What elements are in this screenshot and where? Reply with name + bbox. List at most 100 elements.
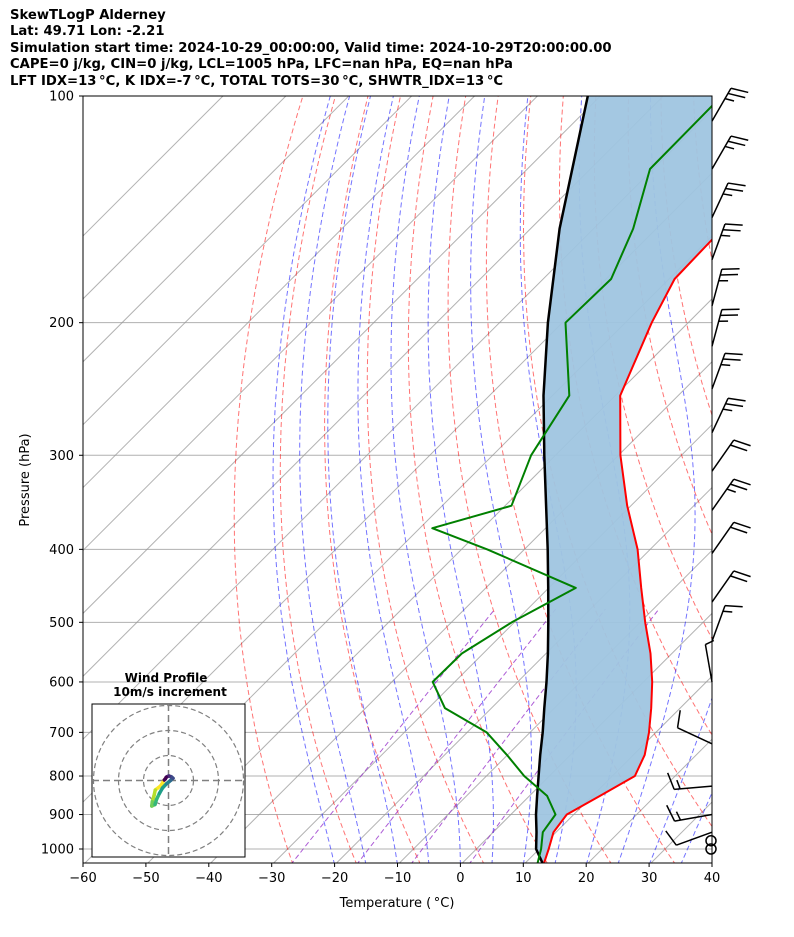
barb-shaft	[711, 182, 729, 218]
barb-full	[730, 135, 749, 141]
dry-adiabat	[759, 96, 794, 865]
barb-shaft	[711, 269, 723, 307]
wind-barb	[711, 268, 740, 307]
barb-half	[724, 145, 735, 150]
y-axis-label: Pressure (hPa)	[18, 433, 33, 526]
barb-full	[676, 710, 681, 728]
isotherm-gridline	[83, 96, 538, 552]
barb-full	[733, 439, 751, 447]
y-tick-label: 800	[49, 770, 74, 785]
barb-full	[724, 604, 743, 608]
barb-full	[727, 397, 746, 402]
simulation-times: Simulation start time: 2024-10-29_00:00:…	[10, 40, 612, 56]
barb-half	[720, 234, 731, 237]
barb-full	[730, 483, 748, 491]
barb-full	[724, 223, 743, 226]
x-tick-label: 40	[704, 871, 721, 886]
y-tick-label: 100	[49, 90, 74, 105]
barb-full	[665, 830, 677, 846]
wind-barb	[711, 570, 751, 603]
moist-adiabat	[390, 96, 461, 863]
barb-shaft	[674, 785, 713, 791]
y-tick-label: 700	[49, 726, 74, 741]
y-tick-label: 600	[49, 675, 74, 690]
wind-barb	[711, 308, 740, 347]
barb-full	[725, 402, 744, 408]
barb-shaft	[711, 353, 726, 390]
hodograph-plot	[92, 704, 245, 857]
barb-full	[722, 228, 741, 232]
cin-shading	[536, 96, 712, 863]
moist-adiabat	[272, 96, 335, 863]
barb-shaft	[711, 135, 732, 170]
wind-barb	[711, 135, 749, 170]
barb-full	[730, 526, 748, 534]
wind-barb	[704, 639, 715, 683]
station-title: SkewTLogP Alderney	[10, 8, 166, 23]
parcel-profile-line	[534, 96, 590, 863]
hodograph-segment	[162, 777, 167, 782]
barb-shaft	[674, 813, 713, 822]
barb-full	[724, 352, 743, 356]
barb-shaft	[711, 570, 735, 603]
barb-full	[666, 804, 676, 822]
calm-circle	[705, 834, 717, 847]
barb-full	[722, 358, 741, 361]
temperature-profile-line	[543, 238, 712, 863]
location-coordinates: Lat: 49.71 Lon: -2.21	[10, 24, 165, 40]
isotherm-gridline	[83, 96, 224, 237]
wind-barb	[711, 352, 743, 390]
barb-half	[720, 363, 731, 367]
isotherm-gridline	[83, 96, 664, 677]
barb-shaft	[711, 521, 735, 554]
moist-adiabat	[357, 96, 430, 863]
x-tick-label: −10	[384, 871, 411, 886]
moist-adiabat	[617, 96, 696, 863]
isotherm-gridline	[272, 423, 712, 863]
isotherm-gridline	[83, 96, 475, 489]
isotherm-gridline	[775, 96, 794, 865]
moist-adiabat	[299, 96, 367, 863]
wind-barb	[711, 478, 751, 511]
moist-adiabat	[327, 96, 398, 863]
dry-adiabat	[366, 96, 485, 863]
dry-adiabat	[233, 96, 304, 863]
barb-full	[733, 570, 751, 578]
barb-full	[730, 87, 749, 94]
wind-barb	[666, 772, 713, 791]
calm-circle	[705, 843, 717, 855]
moist-adiabat	[712, 96, 794, 865]
barb-half	[722, 193, 733, 197]
y-tick-label: 500	[49, 616, 74, 631]
dry-adiabat	[522, 96, 712, 828]
dry-adiabat	[324, 96, 421, 863]
barb-half	[726, 488, 736, 493]
mixing-ratio-line	[411, 608, 606, 863]
hodograph-subtitle: 10m/s increment	[113, 685, 227, 699]
wind-barb	[665, 830, 713, 846]
isotherm-gridline	[83, 96, 413, 426]
wind-barb	[711, 223, 743, 261]
dry-adiabat	[279, 96, 357, 863]
wind-barb	[666, 804, 713, 822]
x-tick-label: −50	[132, 871, 159, 886]
chart-header: SkewTLogP Alderney Lat: 49.71 Lon: -2.21…	[10, 8, 612, 90]
barb-full	[666, 772, 675, 790]
barb-full	[727, 182, 746, 187]
dry-adiabat	[593, 96, 712, 640]
y-tick-label: 400	[49, 543, 74, 558]
isotherm-gridline	[335, 486, 712, 863]
barb-full	[730, 444, 748, 452]
x-tick-label: −40	[195, 871, 222, 886]
barb-shaft	[677, 727, 713, 745]
isotherm-gridline	[83, 96, 350, 363]
barb-shaft	[711, 397, 729, 434]
wind-barb	[705, 834, 717, 847]
isotherm-gridline	[83, 96, 287, 300]
barb-shaft	[711, 439, 735, 472]
barb-half	[722, 408, 733, 412]
dry-adiabat	[660, 96, 712, 417]
wind-barbs	[665, 87, 751, 855]
